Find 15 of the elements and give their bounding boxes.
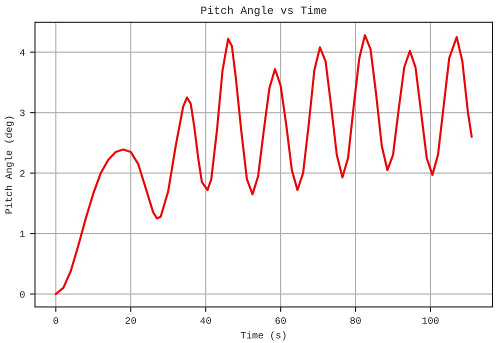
x-tick-label: 100: [422, 317, 439, 324]
y-tick-label: 1: [20, 230, 25, 238]
y-tick-label: 3: [20, 110, 25, 116]
x-axis-title: Time (s): [240, 331, 286, 340]
x-tick-label: 80: [350, 317, 361, 324]
line-series: [54, 34, 473, 296]
y-axis-title: Pitch Angle (deg): [4, 116, 14, 214]
x-tick-label: 20: [126, 317, 136, 324]
y-tick-label: 0: [20, 291, 25, 298]
chart-title: Pitch Angle vs Time: [201, 6, 326, 16]
x-tick-label: 0: [53, 317, 58, 324]
x-tick-label: 60: [275, 317, 286, 324]
x-tick-label: 40: [200, 317, 211, 324]
y-tick-label: 2: [20, 170, 25, 177]
y-tick-label: 4: [20, 49, 25, 56]
